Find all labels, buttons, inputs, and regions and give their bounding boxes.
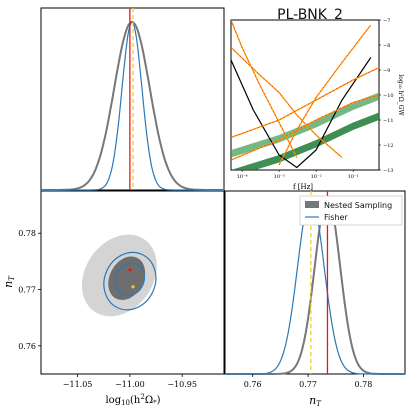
inset-xtick-label: 10⁻¹ [348,174,359,180]
inset-ytick-label: −10 [383,93,394,99]
bl-ytick-label: 0.78 [18,229,36,238]
legend-box [299,195,403,226]
inset-orange-dash [231,67,379,138]
inset-orange-dash [231,47,343,158]
x-logomega-label: log10(h2Ω*) [105,393,160,407]
inset-ytick-label: −7 [383,18,390,24]
bl-ytick-label: 0.77 [18,286,36,295]
inset-ylabel: log₁₀ h²Ω_GW [397,74,404,116]
br-xtick-label: 0.78 [355,380,373,389]
inset-green-band [231,112,379,170]
inset-xlabel: f [Hz] [293,183,313,191]
bottomleft-layer: −11.05 −11.00 −10.95 0.78 0.77 0.76 [18,229,197,389]
inset-ytick-label: −12 [383,143,394,149]
inset-ytick-label: −9 [383,68,390,74]
bl-estimate-point [131,285,135,289]
inset-ytick-label: −13 [383,168,394,174]
inset-black-curve [231,57,372,169]
legend-nested-swatch [305,201,319,208]
bl-contour-2 [103,251,157,311]
topleft-layer [41,8,224,191]
br-xtick-label: 0.77 [299,380,317,389]
bl-xtick-label: −10.95 [167,380,197,389]
x-nt-label: nT [309,394,322,408]
legend-nested-label: Nested Sampling [324,201,392,210]
inset-orange-dash [278,24,371,166]
inset-xtick-label: 10⁻⁴ [237,174,248,180]
inset-ytick-label: −8 [383,43,390,49]
bl-ytick-label: 0.76 [18,342,36,351]
legend: Nested Sampling Fisher [299,195,403,226]
inset-orange-dash [231,94,379,161]
inset-orange-curve [231,20,298,158]
inset-green-band-upper [231,92,379,158]
bl-contour-3 [114,262,146,297]
br-xtick-label: 0.76 [244,380,262,389]
bl-truth-point [128,268,132,272]
figure-title: PL-BNK_2 [277,7,343,23]
inset-ytick-label: −11 [383,118,394,124]
inset-xtick-label: 10⁻³ [274,174,285,180]
bl-xtick-label: −11.05 [63,380,93,389]
inset-layer: −7 −8 −9 −10 −11 −12 −13 10⁻⁴ 10⁻³ 10⁻² 10⁻¹ [231,18,394,180]
inset-xtick-label: 10⁻² [311,174,322,180]
y-nt-label: nT [2,275,16,288]
bl-xtick-label: −11.00 [115,380,145,389]
inset-clipped [231,20,379,170]
legend-fisher-label: Fisher [324,213,348,222]
